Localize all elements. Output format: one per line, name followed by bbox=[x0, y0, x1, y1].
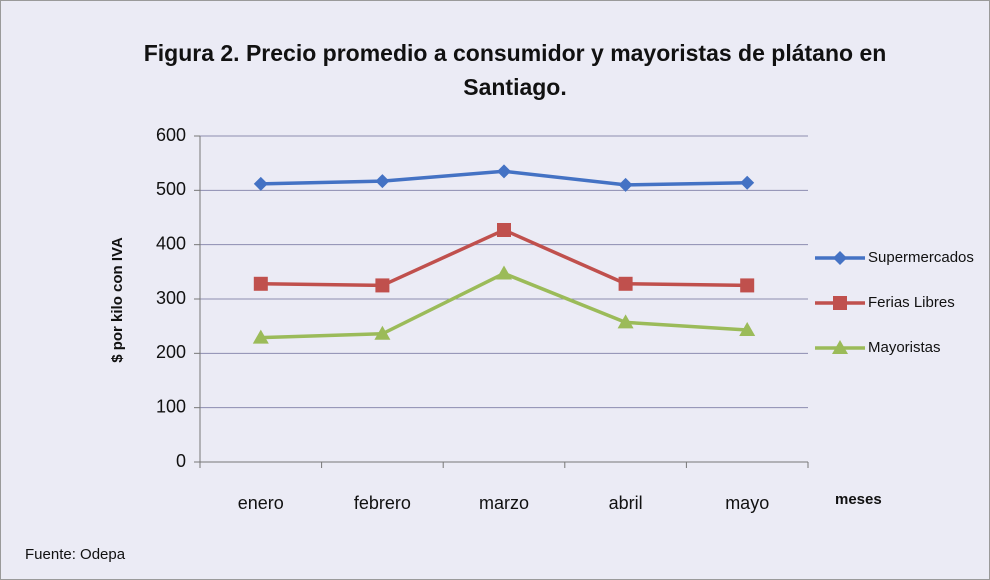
data-point bbox=[739, 321, 756, 336]
data-point bbox=[618, 177, 633, 192]
data-point bbox=[374, 325, 391, 340]
data-point bbox=[496, 265, 512, 280]
y-axis-label: $ por kilo con IVA bbox=[109, 237, 126, 363]
y-tick-label: 400 bbox=[156, 233, 186, 253]
data-point bbox=[497, 222, 511, 237]
data-point bbox=[497, 164, 511, 179]
y-tick-label: 600 bbox=[156, 125, 186, 145]
x-tick-label: enero bbox=[238, 493, 284, 513]
legend-label: Mayoristas bbox=[868, 339, 941, 356]
data-point bbox=[253, 176, 268, 191]
legend-marker bbox=[833, 251, 847, 265]
legend-marker bbox=[833, 296, 847, 310]
y-tick-label: 500 bbox=[156, 179, 186, 199]
data-point bbox=[375, 174, 390, 189]
data-point bbox=[253, 276, 268, 291]
data-point bbox=[252, 329, 269, 344]
data-point bbox=[740, 278, 755, 293]
legend-label: Supermercados bbox=[868, 249, 974, 266]
x-axis-label: meses bbox=[835, 491, 882, 508]
chart-title: Figura 2. Precio promedio a consumidor y… bbox=[143, 40, 887, 100]
legend-label: Ferias Libres bbox=[868, 294, 955, 311]
x-tick-label: marzo bbox=[479, 493, 529, 513]
data-point bbox=[618, 276, 633, 291]
data-point bbox=[617, 314, 634, 329]
x-tick-label: abril bbox=[609, 493, 643, 513]
y-tick-label: 100 bbox=[156, 396, 186, 416]
y-tick-label: 0 bbox=[176, 451, 186, 471]
y-tick-label: 300 bbox=[156, 288, 186, 308]
y-tick-label: 200 bbox=[156, 342, 186, 362]
x-tick-label: febrero bbox=[354, 493, 411, 513]
source-note: Fuente: Odepa bbox=[25, 546, 126, 563]
x-tick-label: mayo bbox=[725, 493, 769, 513]
legend-marker bbox=[832, 340, 848, 354]
data-point bbox=[740, 175, 755, 190]
data-point bbox=[375, 278, 390, 293]
